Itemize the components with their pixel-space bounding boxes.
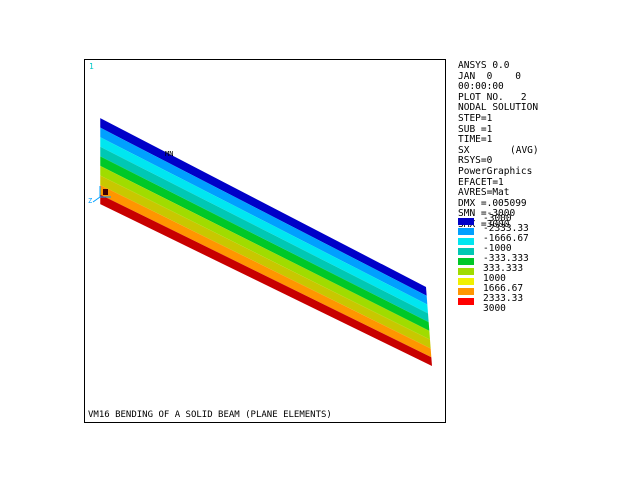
legend-swatch [458, 288, 474, 295]
time-value: TIME=1 [458, 134, 493, 146]
legend-swatch [458, 238, 474, 245]
legend-label: -1666.67 [483, 233, 529, 244]
window-number: 1 [89, 62, 94, 71]
plot-title: VM16 BENDING OF A SOLID BEAM (PLANE ELEM… [88, 410, 332, 420]
plot-date: JAN 0 0 [458, 70, 521, 82]
plot-time: 00:00:00 [458, 81, 504, 93]
beam-band [100, 146, 429, 323]
result-item-key: SX [458, 144, 470, 156]
legend-swatch [458, 298, 474, 305]
graphics-window[interactable]: 1 Z MN VM16 BENDING OF A SOLID BEAM (PLAN… [84, 59, 446, 423]
plot-number: PLOT NO. 2 [458, 91, 527, 103]
solution-type: NODAL SOLUTION [458, 102, 539, 114]
dmx-value: DMX =.005099 [458, 197, 527, 209]
beam-contour-plot: Z MN [88, 118, 432, 366]
beam-band [100, 156, 430, 331]
legend-swatch [458, 268, 474, 275]
legend-label: 2333.33 [483, 293, 524, 304]
legend-swatch [458, 248, 474, 255]
legend-label: 1000 [483, 273, 506, 284]
step-value: STEP=1 [458, 112, 493, 124]
beam-band [100, 127, 428, 305]
beam-band [100, 137, 428, 314]
avres-value: AVRES=Mat [458, 187, 510, 199]
info-panel: ANSYS 0.0 JAN 0 0 00:00:00 PLOT NO. 2 NO… [458, 60, 539, 231]
triad-z-label: Z [88, 197, 92, 205]
beam-band [100, 165, 430, 340]
beam-band [100, 184, 432, 358]
coordinate-triad-icon: Z [88, 186, 111, 205]
smn-value: SMN =-3000 [458, 208, 516, 220]
legend-swatch [458, 278, 474, 285]
substep-value: SUB =1 [458, 123, 493, 135]
min-label: MN [165, 150, 173, 158]
legend-swatch [458, 258, 474, 265]
legend-swatch [458, 228, 474, 235]
legend-label: -3000 [483, 213, 512, 224]
rsys-value: RSYS=0 [458, 155, 493, 167]
legend-label: 1666.67 [483, 283, 524, 294]
program-version: ANSYS 0.0 [458, 60, 510, 71]
legend-label: -2333.33 [483, 223, 529, 234]
legend-label: -333.333 [483, 253, 529, 264]
legend-label: -1000 [483, 243, 512, 254]
beam-band [100, 118, 427, 296]
legend-label: 3000 [483, 303, 506, 314]
legend-label: 333.333 [483, 263, 524, 274]
efacet-value: EFACET=1 [458, 176, 504, 188]
legend-swatch [458, 218, 474, 225]
result-item: SX (AVG) [458, 144, 539, 157]
beam-band [100, 194, 432, 366]
result-item-avg: (AVG) [510, 144, 539, 156]
beam-band [100, 175, 431, 349]
mx-marker [103, 189, 108, 195]
graphics-mode: PowerGraphics [458, 165, 533, 177]
